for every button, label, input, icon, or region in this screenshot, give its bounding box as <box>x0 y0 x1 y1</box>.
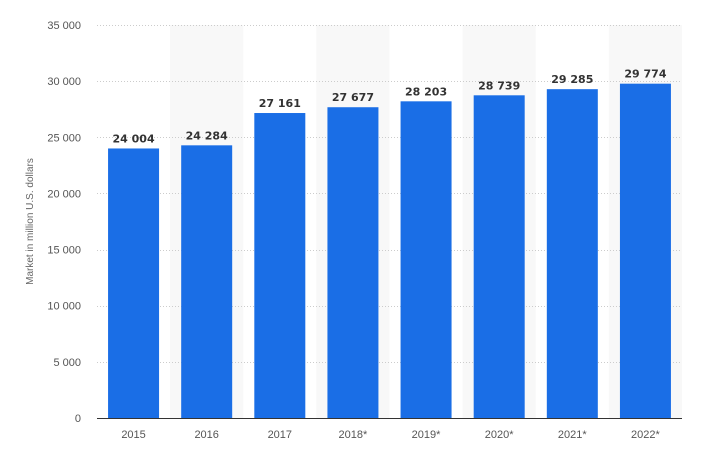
bar-value-label: 24 284 <box>186 129 228 142</box>
x-tick-label: 2017 <box>268 429 292 441</box>
bar-2019 <box>400 101 452 418</box>
bar-value-label: 28 739 <box>478 79 520 92</box>
x-tick-label: 2015 <box>121 429 145 441</box>
bar-value-label: 27 677 <box>332 91 374 104</box>
x-tick-label: 2016 <box>194 429 218 441</box>
bar-value-label: 24 004 <box>113 132 155 145</box>
bar-2017 <box>254 113 306 418</box>
bars <box>108 83 671 419</box>
y-axis-title: Market in million U.S. dollars <box>25 158 36 285</box>
data-labels: 24 004 24 284 27 161 27 677 28 203 28 739 29 2… <box>113 68 667 146</box>
x-tick-label: 2020* <box>485 429 514 441</box>
bar-value-label: 28 203 <box>405 85 447 98</box>
x-tick-label: 2019* <box>412 429 441 441</box>
y-tick-label: 20 000 <box>47 188 81 200</box>
y-tick-label: 25 000 <box>47 132 81 144</box>
y-axis-tick-labels: 0 5 000 10 000 15 000 20 000 25 000 30 000 35 0… <box>47 20 81 425</box>
y-tick-label: 10 000 <box>47 301 81 313</box>
bar-2018 <box>327 107 379 418</box>
bar-2015 <box>108 148 160 419</box>
bar-value-label: 29 774 <box>624 68 666 81</box>
x-tick-label: 2021* <box>558 429 587 441</box>
x-tick-label: 2022* <box>631 429 660 441</box>
y-tick-label: 35 000 <box>47 20 81 32</box>
x-axis-tick-labels: 2015 2016 2017 2018* 2019* 2020* 2021* 2022* <box>121 429 660 441</box>
bar-value-label: 27 161 <box>259 97 301 110</box>
y-tick-label: 30 000 <box>47 76 81 88</box>
bar-2016 <box>181 145 233 418</box>
bar-2020 <box>473 95 525 418</box>
y-tick-label: 0 <box>75 413 81 425</box>
x-tick-label: 2018* <box>339 429 368 441</box>
bar-2021 <box>546 89 598 418</box>
y-tick-label: 15 000 <box>47 245 81 257</box>
y-tick-label: 5 000 <box>53 357 81 369</box>
bar-value-label: 29 285 <box>551 73 593 86</box>
bar-2022 <box>619 83 671 418</box>
